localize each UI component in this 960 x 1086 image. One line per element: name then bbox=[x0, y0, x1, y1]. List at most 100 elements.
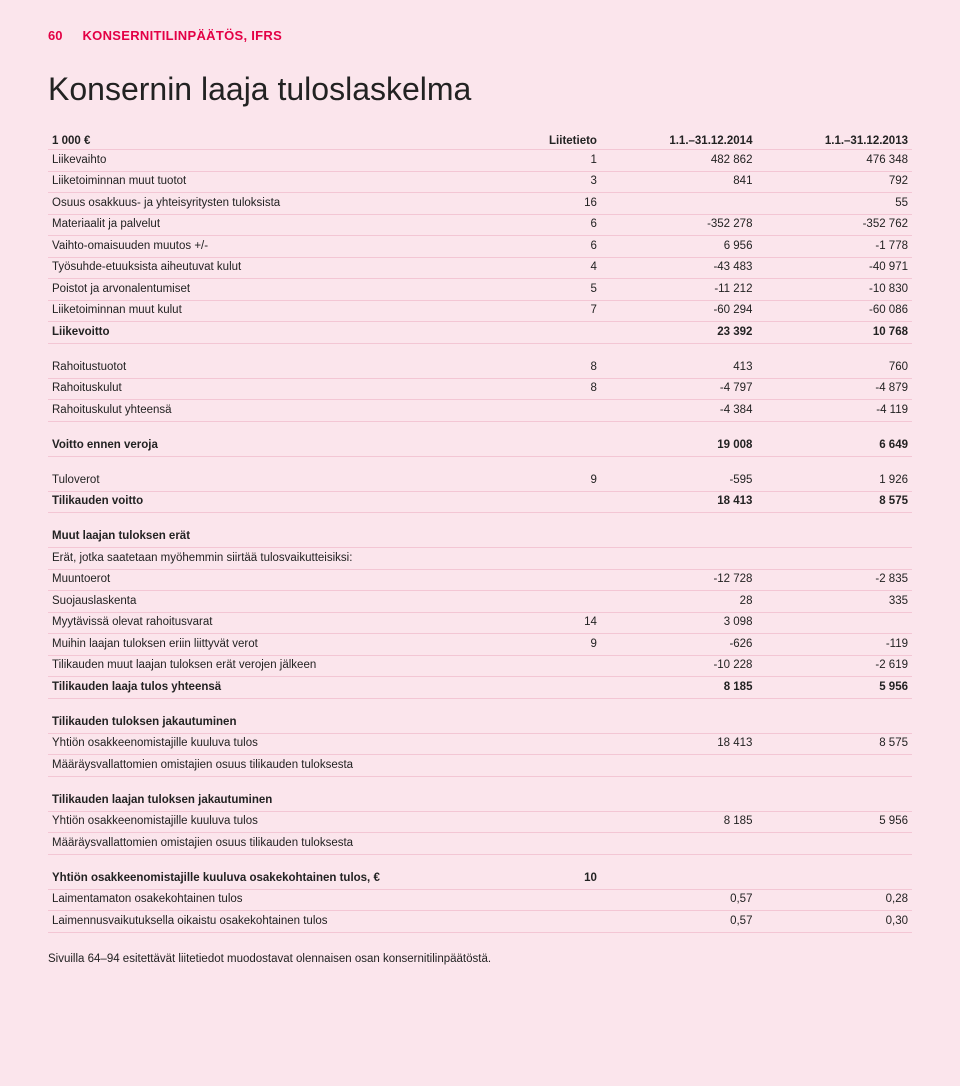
cell-note bbox=[532, 569, 601, 591]
cell-note: 9 bbox=[532, 634, 601, 656]
cell-note bbox=[532, 833, 601, 855]
cell-label: Materiaalit ja palvelut bbox=[48, 214, 532, 236]
cell-note: 14 bbox=[532, 612, 601, 634]
cell-col2: 476 348 bbox=[756, 150, 912, 172]
cell-note bbox=[532, 889, 601, 911]
cell-col1: -352 278 bbox=[601, 214, 757, 236]
cell-note bbox=[532, 790, 601, 811]
table-row: Rahoitustuotot8413760 bbox=[48, 357, 912, 378]
cell-col1: 841 bbox=[601, 171, 757, 193]
cell-label: Yhtiön osakkeenomistajille kuuluva tulos bbox=[48, 811, 532, 833]
cell-label: Osuus osakkuus- ja yhteisyritysten tulok… bbox=[48, 193, 532, 215]
cell-col2: -40 971 bbox=[756, 257, 912, 279]
cell-col2: 8 575 bbox=[756, 491, 912, 513]
table-row: Tilikauden tuloksen jakautuminen bbox=[48, 712, 912, 733]
cell-col1: 6 956 bbox=[601, 236, 757, 258]
cell-col2 bbox=[756, 712, 912, 733]
cell-col1: -11 212 bbox=[601, 279, 757, 301]
table-row bbox=[48, 343, 912, 357]
table-row: Liikevaihto1482 862476 348 bbox=[48, 150, 912, 172]
table-row: Rahoituskulut8-4 797-4 879 bbox=[48, 378, 912, 400]
cell-note: 3 bbox=[532, 171, 601, 193]
cell-col2 bbox=[756, 527, 912, 548]
cell-note bbox=[532, 435, 601, 456]
cell-col2: 0,28 bbox=[756, 889, 912, 911]
cell-col2: 55 bbox=[756, 193, 912, 215]
cell-col1: 0,57 bbox=[601, 911, 757, 933]
table-row bbox=[48, 776, 912, 790]
cell-note: 7 bbox=[532, 300, 601, 322]
cell-col2: -2 835 bbox=[756, 569, 912, 591]
cell-label: Määräysvallattomien omistajien osuus til… bbox=[48, 755, 532, 777]
table-row: Suojauslaskenta28335 bbox=[48, 591, 912, 613]
cell-label: Erät, jotka saatetaan myöhemmin siirtää … bbox=[48, 548, 532, 570]
cell-col1 bbox=[601, 868, 757, 889]
table-row: Tilikauden muut laajan tuloksen erät ver… bbox=[48, 655, 912, 677]
table-row: Voitto ennen veroja19 0086 649 bbox=[48, 435, 912, 456]
table-row bbox=[48, 698, 912, 712]
table-row bbox=[48, 456, 912, 470]
cell-col2 bbox=[756, 790, 912, 811]
cell-label: Yhtiön osakkeenomistajille kuuluva tulos bbox=[48, 733, 532, 755]
cell-label: Työsuhde-etuuksista aiheutuvat kulut bbox=[48, 257, 532, 279]
cell-label: Muuntoerot bbox=[48, 569, 532, 591]
cell-col2 bbox=[756, 833, 912, 855]
col-header-note: Liitetieto bbox=[532, 132, 601, 150]
cell-col1: 8 185 bbox=[601, 677, 757, 699]
cell-col1 bbox=[601, 790, 757, 811]
page-title: Konsernin laaja tuloslaskelma bbox=[48, 71, 912, 108]
cell-label: Tilikauden voitto bbox=[48, 491, 532, 513]
table-row: Osuus osakkuus- ja yhteisyritysten tulok… bbox=[48, 193, 912, 215]
cell-col1: 19 008 bbox=[601, 435, 757, 456]
cell-label: Suojauslaskenta bbox=[48, 591, 532, 613]
header-line: 60 KONSERNITILINPÄÄTÖS, IFRS bbox=[48, 28, 912, 43]
cell-col1 bbox=[601, 755, 757, 777]
table-row: Yhtiön osakkeenomistajille kuuluva tulos… bbox=[48, 733, 912, 755]
cell-label: Yhtiön osakkeenomistajille kuuluva osake… bbox=[48, 868, 532, 889]
cell-note: 8 bbox=[532, 357, 601, 378]
table-header-row: 1 000 € Liitetieto 1.1.–31.12.2014 1.1.–… bbox=[48, 132, 912, 150]
cell-col1: -595 bbox=[601, 470, 757, 491]
cell-col1: -12 728 bbox=[601, 569, 757, 591]
cell-col1 bbox=[601, 833, 757, 855]
cell-note: 4 bbox=[532, 257, 601, 279]
cell-note: 9 bbox=[532, 470, 601, 491]
table-row: Tilikauden laajan tuloksen jakautuminen bbox=[48, 790, 912, 811]
cell-note: 6 bbox=[532, 236, 601, 258]
cell-note: 10 bbox=[532, 868, 601, 889]
table-row: Yhtiön osakkeenomistajille kuuluva osake… bbox=[48, 868, 912, 889]
table-row: Määräysvallattomien omistajien osuus til… bbox=[48, 833, 912, 855]
cell-col2: -10 830 bbox=[756, 279, 912, 301]
cell-note: 16 bbox=[532, 193, 601, 215]
table-row: Tuloverot9-5951 926 bbox=[48, 470, 912, 491]
table-row bbox=[48, 421, 912, 435]
cell-col2: -4 879 bbox=[756, 378, 912, 400]
table-row: Myytävissä olevat rahoitusvarat143 098 bbox=[48, 612, 912, 634]
table-row: Materiaalit ja palvelut6-352 278-352 762 bbox=[48, 214, 912, 236]
cell-note bbox=[532, 527, 601, 548]
cell-col1: 482 862 bbox=[601, 150, 757, 172]
cell-note bbox=[532, 591, 601, 613]
table-row: Muut laajan tuloksen erät bbox=[48, 527, 912, 548]
cell-col2: 5 956 bbox=[756, 677, 912, 699]
cell-label: Rahoituskulut yhteensä bbox=[48, 400, 532, 422]
table-row: Vaihto-omaisuuden muutos +/-66 956-1 778 bbox=[48, 236, 912, 258]
cell-col2: -352 762 bbox=[756, 214, 912, 236]
table-row bbox=[48, 854, 912, 868]
cell-col1: 8 185 bbox=[601, 811, 757, 833]
table-row: Liiketoiminnan muut kulut7-60 294-60 086 bbox=[48, 300, 912, 322]
cell-note: 8 bbox=[532, 378, 601, 400]
cell-label: Määräysvallattomien omistajien osuus til… bbox=[48, 833, 532, 855]
cell-label: Tilikauden muut laajan tuloksen erät ver… bbox=[48, 655, 532, 677]
cell-col1: -626 bbox=[601, 634, 757, 656]
cell-col1: 0,57 bbox=[601, 889, 757, 911]
table-row: Liiketoiminnan muut tuotot3841792 bbox=[48, 171, 912, 193]
cell-label: Muihin laajan tuloksen eriin liittyvät v… bbox=[48, 634, 532, 656]
table-row: Erät, jotka saatetaan myöhemmin siirtää … bbox=[48, 548, 912, 570]
cell-col2 bbox=[756, 612, 912, 634]
cell-label: Vaihto-omaisuuden muutos +/- bbox=[48, 236, 532, 258]
cell-col1 bbox=[601, 548, 757, 570]
cell-label: Muut laajan tuloksen erät bbox=[48, 527, 532, 548]
cell-col1: -4 797 bbox=[601, 378, 757, 400]
income-statement-table: 1 000 € Liitetieto 1.1.–31.12.2014 1.1.–… bbox=[48, 132, 912, 933]
